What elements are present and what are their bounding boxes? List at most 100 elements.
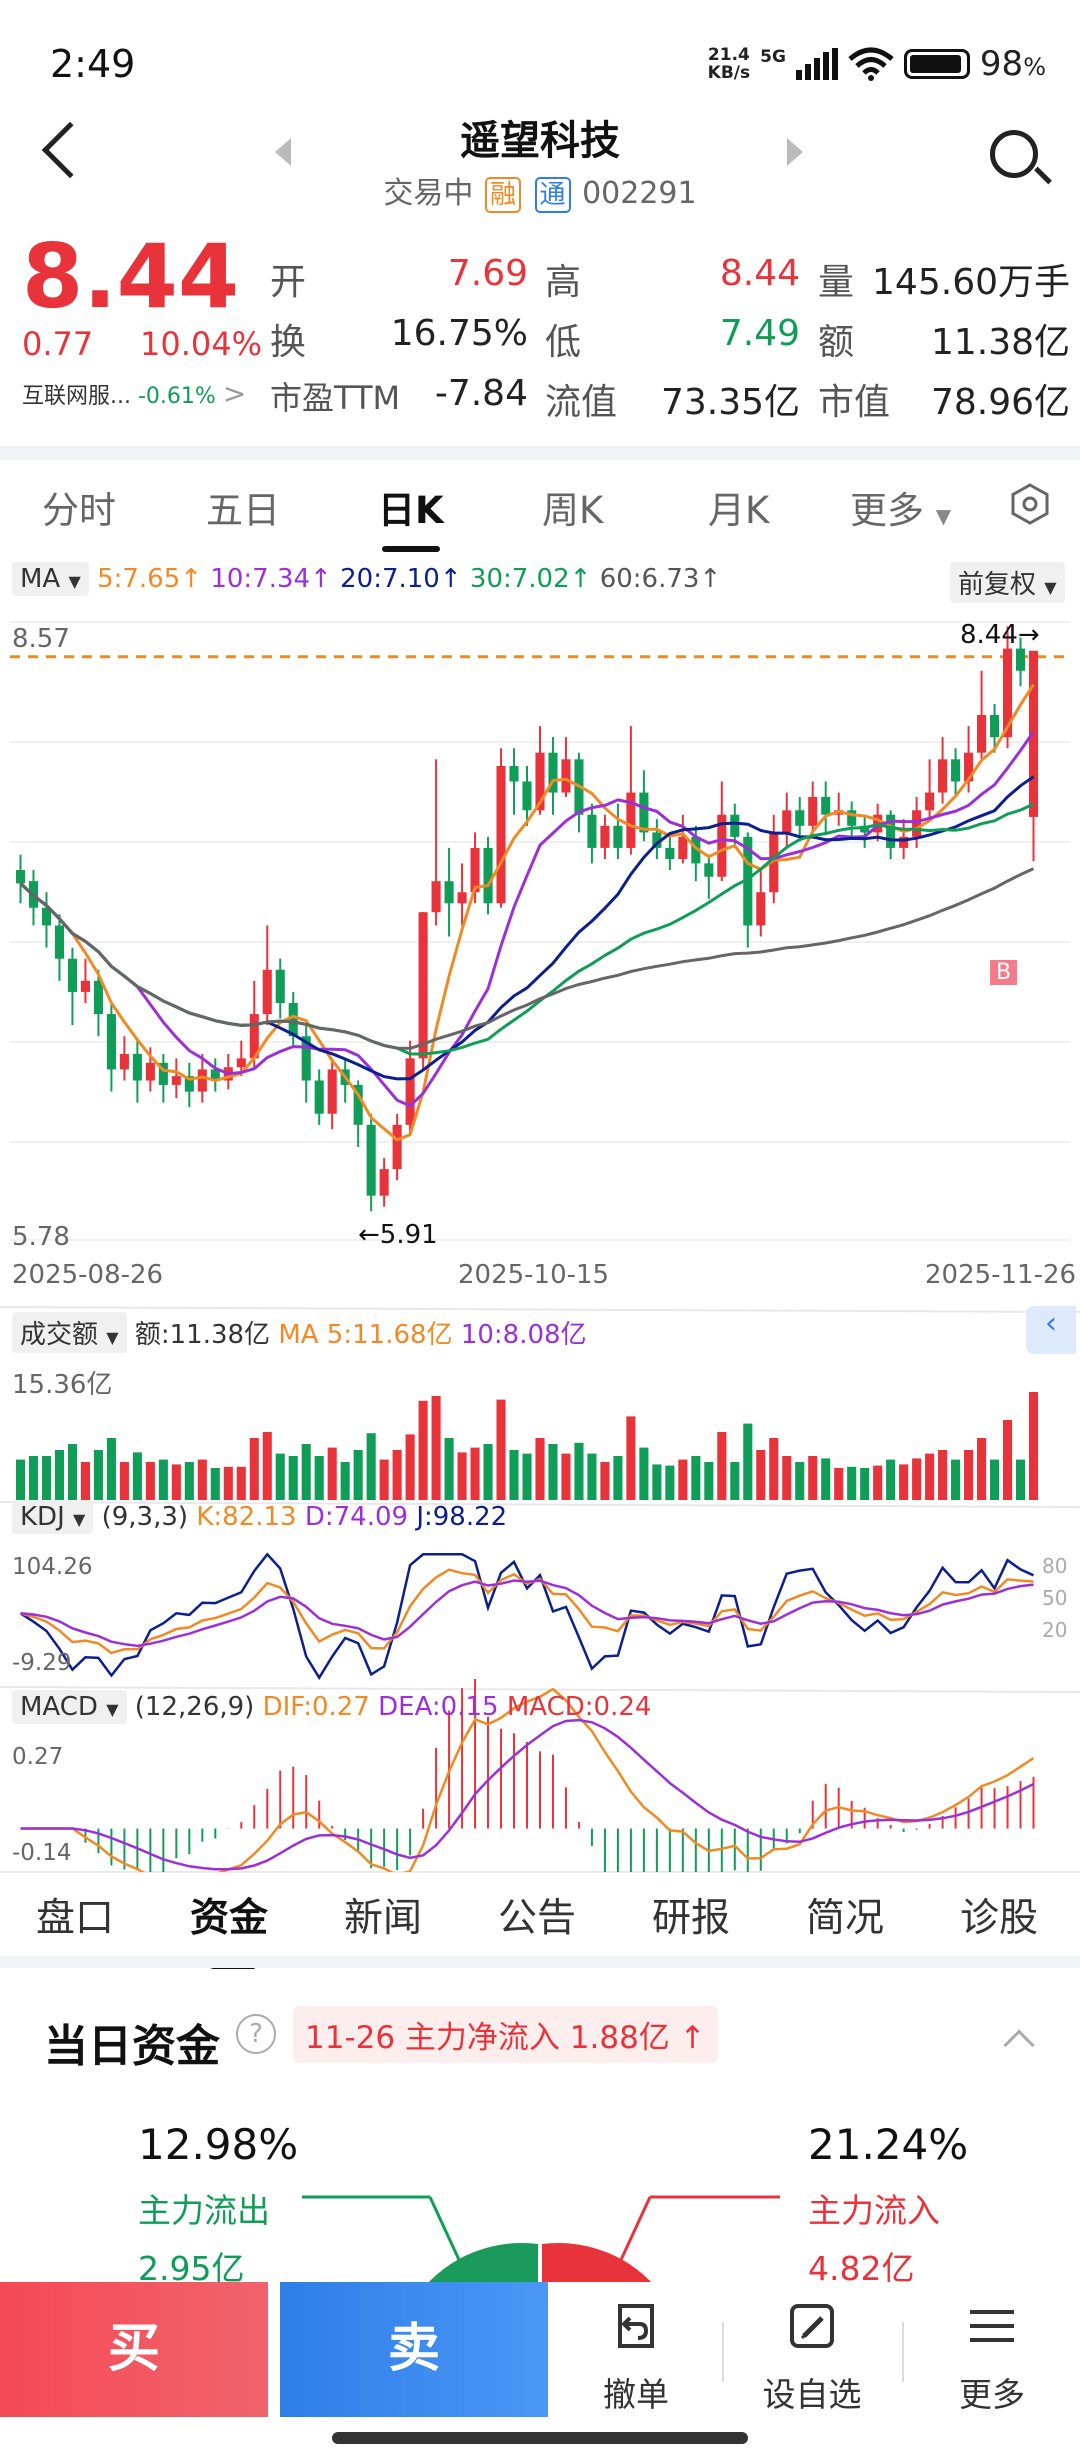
last-price-marker: 8.44→ [960, 620, 1040, 650]
candle-body [483, 847, 493, 904]
net-inflow-badge: 11-26 主力净流入 1.88亿 ↑ [293, 2006, 718, 2063]
tab-orderbook[interactable]: 盘口 [36, 1896, 115, 1941]
candle-body [236, 1058, 246, 1068]
stock-subtitle: 交易中 融 通 002291 [0, 168, 1080, 213]
price-axis-min: 5.78 [12, 1222, 70, 1252]
candle-body [145, 1062, 155, 1081]
volume-bar [184, 1462, 194, 1500]
kdj-level-80: 80 [1042, 1554, 1068, 1578]
tab-more[interactable]: 更多 ▼ [850, 489, 952, 532]
undo-icon [618, 2304, 654, 2348]
candle-body [392, 1124, 402, 1170]
tab-research[interactable]: 研报 [652, 1896, 731, 1941]
ma-selector[interactable]: MA ▼ [12, 562, 89, 596]
volume-bar [639, 1447, 649, 1500]
collapse-panel-icon[interactable]: ‹ [1026, 1306, 1076, 1354]
volume-bar [795, 1462, 805, 1500]
volume-bar [210, 1468, 220, 1500]
candle-body [548, 752, 558, 793]
kdj-legend: KDJ ▼ (9,3,3) K:82.13 D:74.09 J:98.22 [12, 1500, 507, 1534]
pe-label: 市盈TTM [270, 379, 401, 417]
tab-diagnose[interactable]: 诊股 [960, 1896, 1039, 1941]
kdj-axis-min: -9.29 [12, 1650, 72, 1676]
candle-body [301, 1036, 311, 1081]
candle-body [1002, 648, 1013, 738]
candle-body [782, 810, 792, 833]
prev-stock-icon[interactable] [275, 138, 291, 166]
tab-announcements[interactable]: 公告 [498, 1896, 577, 1941]
low-price-marker: ←5.91 [358, 1220, 438, 1250]
kdj-selector[interactable]: KDJ ▼ [12, 1500, 94, 1534]
volume-bar [431, 1396, 441, 1500]
candle-body [587, 814, 597, 848]
more-button[interactable]: 更多 [912, 2298, 1072, 2416]
ma10-line [19, 731, 1035, 1108]
tab-daily-k[interactable]: 日K [378, 480, 444, 552]
candle-body [977, 715, 987, 753]
ma5-line [19, 683, 1035, 1142]
volume-bar [171, 1464, 181, 1500]
ma30-value: 30:7.02↑ [469, 564, 592, 594]
volume-bar [535, 1438, 545, 1500]
tab-news[interactable]: 新闻 [344, 1896, 423, 1941]
tab-profile[interactable]: 简况 [806, 1896, 885, 1941]
macd-selector[interactable]: MACD ▼ [12, 1690, 127, 1724]
volume-bar [899, 1464, 909, 1500]
moving-average-lines [19, 683, 1035, 1142]
outflow-pct: 12.98% [138, 2120, 299, 2169]
tab-intraday[interactable]: 分时 [42, 489, 116, 532]
tab-monthly-k[interactable]: 月K [708, 489, 770, 532]
volume-bar [938, 1450, 948, 1500]
volume-bar [925, 1453, 935, 1500]
volume-selector[interactable]: 成交额 ▼ [12, 1312, 127, 1353]
volume-bar [301, 1444, 311, 1500]
candle-body [860, 825, 870, 833]
candle-body [327, 1069, 337, 1114]
inflow-amount: 4.82亿 [808, 2249, 915, 2288]
volume-bar [600, 1462, 610, 1500]
chart-settings-icon[interactable] [1008, 482, 1052, 526]
volume-bar [80, 1462, 90, 1500]
candle-body [678, 836, 688, 860]
candle-body [639, 792, 649, 833]
kdj-j-line [19, 1552, 1035, 1681]
volume-bar [704, 1462, 714, 1500]
candle-body [847, 810, 857, 826]
signal-icon [795, 48, 838, 80]
adjust-selector[interactable]: 前复权 ▼ [950, 562, 1065, 603]
volume-bar [782, 1456, 792, 1500]
volume-bar [470, 1447, 480, 1500]
volume-bar [834, 1468, 844, 1500]
volume-bar [249, 1438, 259, 1500]
buy-button[interactable]: 买 [0, 2282, 268, 2417]
divider [722, 2322, 724, 2382]
volume-bar [964, 1450, 974, 1500]
add-watchlist-button[interactable]: 设自选 [732, 2298, 892, 2416]
mkt-cap-value: 78.96亿 [930, 382, 1070, 423]
tab-weekly-k[interactable]: 周K [542, 489, 604, 532]
volume-bar [522, 1453, 532, 1500]
tab-five-day[interactable]: 五日 [206, 489, 280, 532]
candle-body [184, 1076, 194, 1092]
volume-bar [847, 1466, 857, 1500]
candle-body [756, 892, 766, 926]
search-icon[interactable] [990, 130, 1038, 178]
sector-link[interactable]: 互联网服... -0.61% > [22, 377, 247, 410]
next-stock-icon[interactable] [787, 138, 803, 166]
candle-body [67, 958, 77, 992]
float-cap-value: 73.35亿 [660, 382, 800, 423]
candle-body [613, 825, 623, 848]
price-change: 0.77 [22, 325, 94, 363]
divider [902, 2322, 904, 2382]
sell-button[interactable]: 卖 [280, 2282, 548, 2417]
volume-bar [587, 1453, 597, 1500]
kline-chart-area[interactable]: MA ▼ 5:7.65↑ 10:7.34↑ 20:7.10↑ 30:7.02↑ … [0, 552, 1080, 1872]
cancel-order-button[interactable]: 撤单 [556, 2298, 716, 2416]
ma-legend: MA ▼ 5:7.65↑ 10:7.34↑ 20:7.10↑ 30:7.02↑ … [12, 562, 721, 596]
tab-funds[interactable]: 资金 [190, 1887, 268, 1969]
help-icon[interactable]: ? [236, 2014, 276, 2054]
candle-body [561, 759, 571, 793]
funds-donut-chart [302, 2195, 780, 2282]
stock-name: 遥望科技 [460, 118, 620, 164]
candle-body [496, 765, 506, 904]
